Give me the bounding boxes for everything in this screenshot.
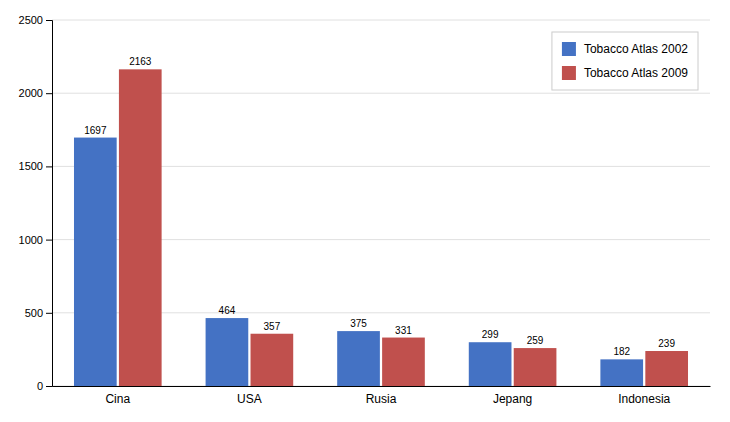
y-axis: 0 500 1000 1500 2000 2500 <box>19 14 53 392</box>
bar <box>382 338 425 386</box>
tick: 2000 <box>19 87 52 99</box>
tick-label: 2500 <box>19 14 43 26</box>
bar <box>600 359 643 386</box>
tick: 1000 <box>19 234 52 246</box>
tick: 500 <box>25 307 52 319</box>
data-label: 331 <box>395 325 412 336</box>
bar <box>645 351 688 386</box>
data-label: 239 <box>658 338 675 349</box>
data-label: 357 <box>264 321 281 332</box>
tick-label: 1500 <box>19 160 43 172</box>
tick-label: USA <box>237 392 262 406</box>
bar <box>251 334 294 386</box>
tick: 1500 <box>19 160 52 172</box>
x-axis: Cina USA Rusia Jepang Indonesia <box>53 386 711 406</box>
bar-series <box>119 69 688 386</box>
tick: Jepang <box>493 386 532 406</box>
tick-label: Rusia <box>366 392 397 406</box>
legend: Tobacco Atlas 2002 Tobacco Atlas 2009 <box>552 32 698 90</box>
tick: 2500 <box>19 14 52 26</box>
data-label: 2163 <box>129 56 152 67</box>
legend-item: Tobacco Atlas 2009 <box>562 66 688 80</box>
data-label: 464 <box>219 305 236 316</box>
tick-mark <box>46 20 52 21</box>
legend-item: Tobacco Atlas 2002 <box>562 42 688 56</box>
tick-label: Cina <box>105 392 130 406</box>
tick-mark <box>46 93 52 94</box>
chart-svg: 0 500 1000 1500 2000 2500 Cina USA Rusia Jepang In… <box>0 0 730 422</box>
tick-label: 2000 <box>19 87 43 99</box>
tick-label: 1000 <box>19 234 43 246</box>
data-label: 1697 <box>84 125 107 136</box>
axis-line <box>53 386 711 387</box>
tick: 0 <box>37 380 52 392</box>
tick-mark <box>46 313 52 314</box>
tick-label: Indonesia <box>618 392 670 406</box>
tick: Rusia <box>366 386 397 406</box>
data-label: 299 <box>482 329 499 340</box>
data-labels: 1697 464 375 299 182 2163 357 331 259 239 <box>84 56 675 357</box>
tick-label: 0 <box>37 380 43 392</box>
tick-label: Jepang <box>493 392 532 406</box>
legend-label: Tobacco Atlas 2009 <box>584 66 688 80</box>
bar <box>206 318 249 386</box>
bars <box>74 69 688 386</box>
tick-mark <box>46 166 52 167</box>
data-label: 182 <box>613 346 630 357</box>
data-label: 259 <box>527 335 544 346</box>
bar <box>337 331 380 386</box>
tick-label: 500 <box>25 307 43 319</box>
grid-line <box>52 20 710 21</box>
grid <box>52 20 710 386</box>
tick-mark <box>46 240 52 241</box>
legend-swatch <box>562 66 576 80</box>
tick: USA <box>237 386 262 406</box>
bar <box>469 342 512 386</box>
legend-label: Tobacco Atlas 2002 <box>584 42 688 56</box>
legend-swatch <box>562 42 576 56</box>
bar <box>119 69 162 386</box>
legend-box <box>552 32 698 90</box>
axis-line <box>46 21 53 387</box>
tick: Cina <box>105 386 130 406</box>
chart-container: 0 500 1000 1500 2000 2500 Cina USA Rusia Jepang In… <box>0 0 730 422</box>
tick-mark <box>46 386 52 387</box>
data-label: 375 <box>350 318 367 329</box>
bar <box>74 138 117 386</box>
tick: Indonesia <box>618 386 670 406</box>
bar <box>514 348 557 386</box>
